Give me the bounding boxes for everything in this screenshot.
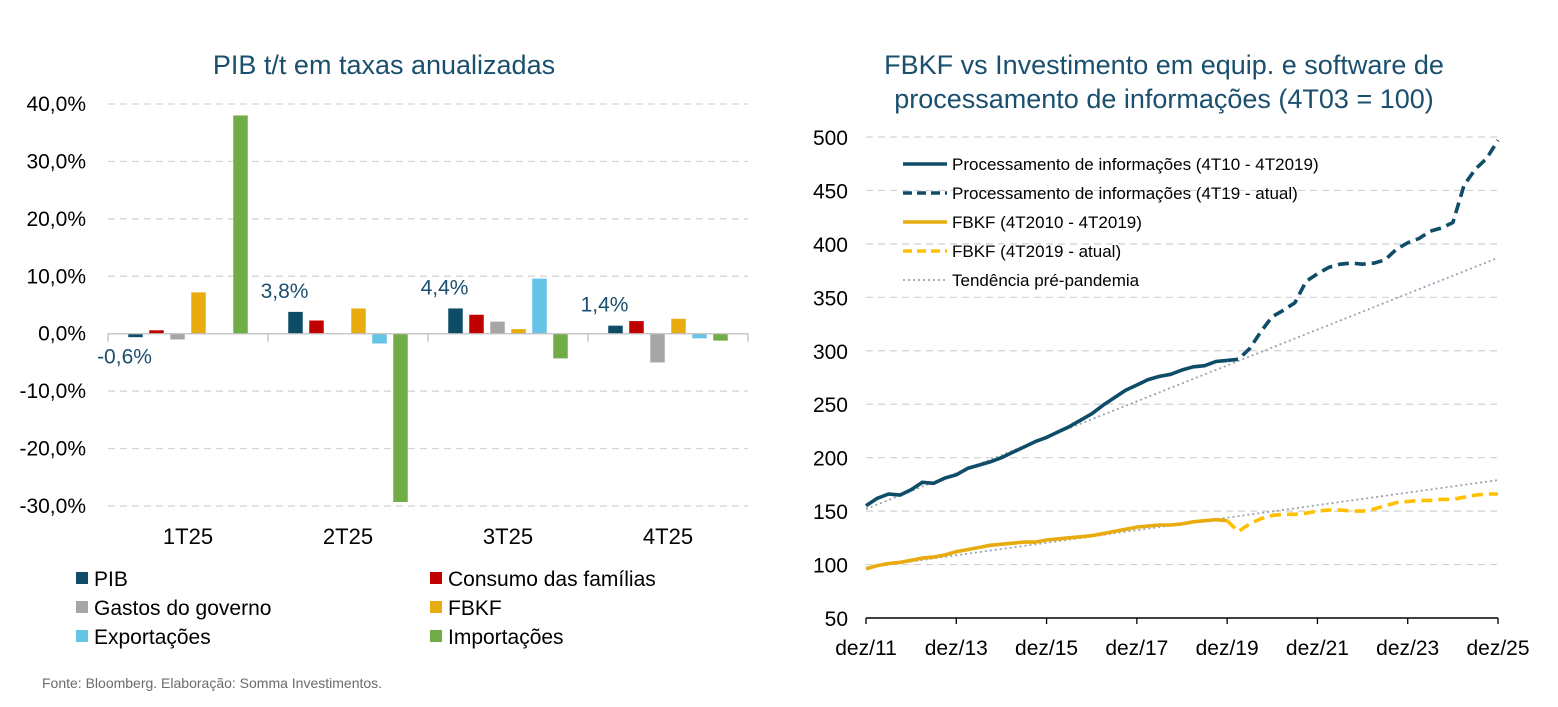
line-chart: FBKF vs Investimento em equip. e softwar…	[813, 50, 1530, 660]
bar-y-tick-label: -20,0%	[19, 438, 86, 461]
legend-label-exportacoes: Exportações	[94, 626, 211, 649]
bar-chart: PIB t/t em taxas anualizadas 40,0% 30,0% 2…	[19, 50, 749, 649]
bar-y-tick-label: 40,0%	[26, 93, 86, 116]
legend-label-consumo-das-familias: Consumo das famílias	[448, 568, 656, 591]
line-marks	[865, 139, 1500, 571]
bar-fbkf-4T25	[671, 318, 686, 334]
bar-importacoes-2T25	[393, 333, 408, 502]
bar-consumo-das-familias-1T25	[149, 330, 164, 334]
series-tendencia-pre-pandemia-2	[865, 479, 1499, 569]
legend-label-importacoes: Importações	[448, 626, 564, 649]
bar-fbkf-2T25	[351, 308, 366, 334]
bar-consumo-das-familias-2T25	[309, 320, 324, 334]
bar-y-tick-label: -10,0%	[19, 380, 86, 403]
line-grid	[866, 136, 1498, 566]
bar-y-tick-label: -30,0%	[19, 495, 86, 518]
line-chart-title-line-1: FBKF vs Investimento em equip. e softwar…	[884, 50, 1444, 80]
legend-label-gastos-do-governo: Gastos do governo	[94, 597, 271, 620]
bar-y-tick-label: 10,0%	[26, 265, 86, 288]
line-x-tick-label: dez/25	[1466, 637, 1529, 660]
legend-swatch-exportacoes	[76, 630, 88, 642]
bar-y-axis: 40,0% 30,0% 20,0% 10,0% 0,0% -10,0% -20,0% -30,…	[19, 93, 86, 518]
bar-category-label: 1T25	[163, 524, 213, 549]
legend-swatch-fbkf	[430, 601, 442, 613]
legend-label-tendencia-pre-pandemia: Tendência pré-pandemia	[952, 271, 1140, 290]
bar-consumo-das-familias-4T25	[629, 321, 644, 334]
bar-chart-title: PIB t/t em taxas anualizadas	[213, 50, 555, 80]
line-x-tick-label: dez/11	[835, 637, 897, 660]
bar-pib-3T25	[448, 308, 463, 334]
bar-fbkf-1T25	[191, 292, 206, 334]
bar-data-label: 4,4%	[421, 276, 469, 299]
bar-y-tick-label: 0,0%	[38, 323, 86, 346]
legend-swatch-pib	[76, 572, 88, 584]
line-x-tick-label: dez/21	[1286, 637, 1349, 660]
bar-exportacoes-3T25	[532, 278, 547, 334]
bar-y-tick-label: 30,0%	[26, 150, 86, 173]
bar-pib-2T25	[288, 311, 303, 334]
bar-fbkf-3T25	[511, 329, 526, 334]
bar-gastos-do-governo-4T25	[650, 333, 665, 363]
series-fbkf-4t2010-4t2019	[865, 517, 1228, 571]
line-y-tick-label: 400	[813, 234, 848, 257]
bar-x-axis: 1T25 2T25 3T25 4T25	[163, 524, 693, 549]
legend-label-fbkf: FBKF	[448, 597, 502, 620]
bar-exportacoes-4T25	[692, 333, 707, 339]
line-y-axis: 500 450 400 350 300 250 200 150 100 50	[813, 127, 848, 631]
series-processamento-de-informacoes-4t10-4t2019	[865, 358, 1228, 508]
bar-exportacoes-2T25	[372, 333, 387, 344]
bar-gastos-do-governo-3T25	[490, 321, 505, 334]
bar-legend: PIB Consumo das famílias Gastos do governo…	[76, 568, 656, 649]
bar-y-tick-label: 20,0%	[26, 208, 86, 231]
line-y-tick-label: 250	[813, 394, 848, 417]
legend-swatch-importacoes	[430, 630, 442, 642]
line-x-tick-label: dez/13	[925, 637, 988, 660]
line-x-tick-label: dez/17	[1105, 637, 1168, 660]
legend-swatch-consumo-das-familias	[430, 572, 442, 584]
bar-importacoes-4T25	[713, 333, 728, 341]
bar-category-label: 4T25	[643, 524, 693, 549]
line-y-tick-label: 200	[813, 448, 848, 471]
line-x-tick-label: dez/19	[1196, 637, 1259, 660]
series-processamento-de-informacoes-4t19-atual	[1226, 139, 1500, 363]
line-y-tick-label: 150	[813, 501, 848, 524]
bar-pib-4T25	[608, 325, 623, 334]
bar-importacoes-3T25	[553, 333, 568, 359]
bar-data-label: 3,8%	[261, 280, 309, 303]
source-note: Fonte: Bloomberg. Elaboração: Somma Inve…	[42, 675, 382, 691]
bar-pib-1T25	[128, 333, 143, 338]
bar-data-label: 1,4%	[581, 294, 629, 317]
legend-swatch-gastos-do-governo	[76, 601, 88, 613]
bar-data-labels: -0,6% 3,8% 4,4% 1,4%	[97, 276, 628, 368]
line-y-tick-label: 450	[813, 180, 848, 203]
line-y-tick-label: 50	[825, 608, 848, 631]
legend-label-fbkf-4t2019-atual: FBKF (4T2019 - atual)	[952, 242, 1121, 261]
bar-importacoes-1T25	[233, 115, 248, 334]
line-x-axis: dez/11 dez/13 dez/15 dez/17 dez/19 dez/21 dez/…	[835, 617, 1530, 660]
series-tendencia-pre-pandemia-1	[865, 256, 1499, 510]
legend-label-processamento-de-informacoes-4t10-4t2019: Processamento de informações (4T10 - 4T2…	[952, 155, 1319, 174]
bar-category-label: 2T25	[323, 524, 373, 549]
bar-gastos-do-governo-1T25	[170, 333, 185, 340]
bar-consumo-das-familias-3T25	[469, 314, 484, 334]
line-y-tick-label: 100	[813, 555, 848, 578]
line-legend: Processamento de informações (4T10 - 4T2…	[903, 155, 1319, 290]
line-chart-title-line-2: processamento de informações (4T03 = 100…	[894, 84, 1434, 114]
line-x-tick-label: dez/23	[1376, 637, 1439, 660]
legend-label-fbkf-4t2010-4t2019: FBKF (4T2010 - 4T2019)	[952, 213, 1142, 232]
series-fbkf-4t2019-atual	[1225, 492, 1498, 534]
legend-label-processamento-de-informacoes-4t19-atual: Processamento de informações (4T19 - atu…	[952, 184, 1298, 203]
legend-label-pib: PIB	[94, 568, 128, 591]
bar-marks	[107, 115, 749, 502]
line-y-tick-label: 300	[813, 341, 848, 364]
bar-grid	[108, 103, 748, 507]
bar-category-label: 3T25	[483, 524, 533, 549]
line-x-tick-label: dez/15	[1015, 637, 1078, 660]
line-y-tick-label: 500	[813, 127, 848, 150]
line-y-tick-label: 350	[813, 287, 848, 310]
bar-data-label: -0,6%	[97, 346, 152, 369]
